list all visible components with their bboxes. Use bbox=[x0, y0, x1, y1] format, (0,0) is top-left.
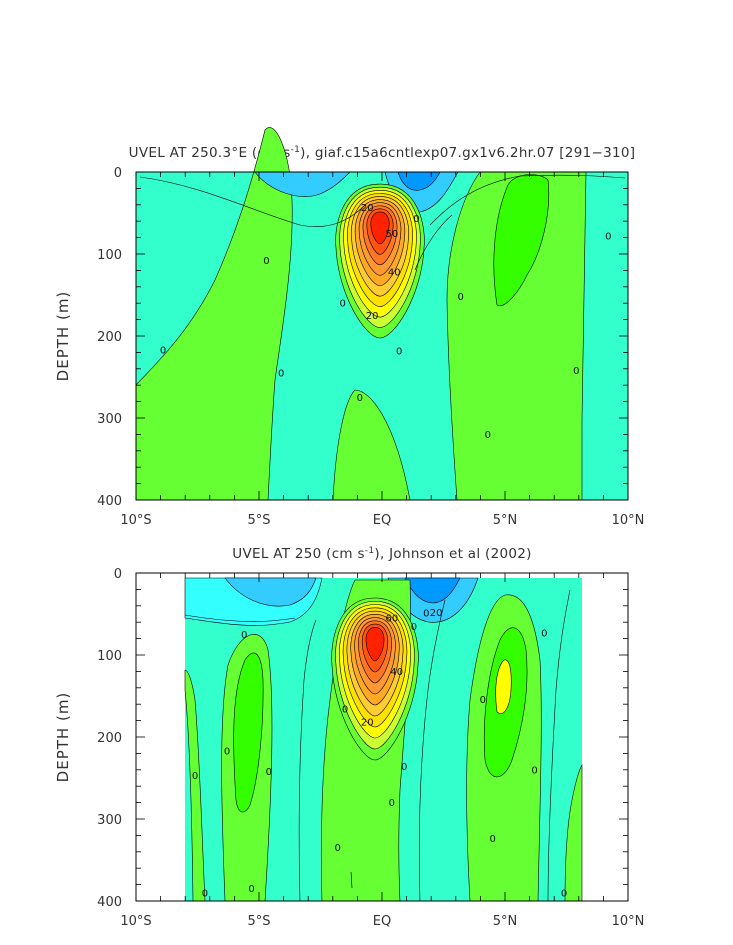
contour-line bbox=[418, 599, 446, 902]
panel-observed-section: UVEL AT 250 (cm s-1), Johnson et al (200… bbox=[54, 546, 644, 929]
x-tick-label: 5°S bbox=[247, 914, 270, 929]
y-tick-label: 100 bbox=[97, 248, 122, 263]
contour-label: 0 bbox=[423, 609, 429, 620]
x-tick-label: EQ bbox=[373, 914, 391, 929]
x-tick-label: EQ bbox=[373, 513, 391, 528]
contour-label: 50 bbox=[385, 229, 398, 240]
contour-label: 0 bbox=[490, 834, 496, 845]
y-tick-label: 300 bbox=[97, 412, 122, 427]
contour-label: 0 bbox=[339, 299, 345, 310]
contour-label: 0 bbox=[263, 256, 269, 267]
y-tick-label: 100 bbox=[97, 649, 122, 664]
contour-label: 0 bbox=[605, 231, 611, 242]
contour-label: 0 bbox=[342, 705, 348, 716]
contour-fill-west-positive-b-core bbox=[233, 652, 264, 813]
contour-fill-surface-negative-east-core bbox=[404, 577, 461, 604]
contour-field bbox=[135, 127, 628, 501]
contour-line bbox=[139, 176, 366, 227]
contour-fill-west-positive bbox=[135, 127, 293, 501]
y-tick-label: 300 bbox=[97, 813, 122, 828]
y-tick-label: 0 bbox=[114, 166, 122, 181]
contour-label: 0 bbox=[202, 888, 208, 899]
y-tick-label: 200 bbox=[97, 330, 122, 345]
contour-label: 0 bbox=[224, 746, 230, 757]
contour-label: 0 bbox=[573, 366, 579, 377]
y-tick-label: 0 bbox=[114, 567, 122, 582]
contour-label: 0 bbox=[357, 393, 363, 404]
y-axis-label: DEPTH (m) bbox=[54, 692, 72, 783]
contour-line bbox=[429, 174, 626, 226]
contour-fill-bottom-positive bbox=[332, 389, 411, 501]
contour-fill-far-east-positive bbox=[564, 763, 583, 902]
contour-label: 0 bbox=[160, 345, 166, 356]
contour-label: 0 bbox=[561, 888, 567, 899]
contour-label: 20 bbox=[361, 203, 374, 214]
contour-label: 0 bbox=[411, 622, 417, 633]
x-tick-label: 5°N bbox=[493, 914, 518, 929]
y-axis-label: DEPTH (m) bbox=[54, 291, 72, 382]
contour-label: 0 bbox=[485, 430, 491, 441]
contour-label: 0 bbox=[241, 630, 247, 641]
contour-label: 0 bbox=[541, 628, 547, 639]
x-tick-label: 10°S bbox=[120, 914, 151, 929]
contour-label: 20 bbox=[361, 718, 374, 729]
x-tick-label: 5°N bbox=[493, 513, 518, 528]
contour-label: 0 bbox=[335, 843, 341, 854]
contour-label: 20 bbox=[366, 311, 379, 322]
contour-label: 40 bbox=[390, 667, 403, 678]
contour-label: 0 bbox=[389, 798, 395, 809]
contour-label: 0 bbox=[458, 292, 464, 303]
contour-label: 0 bbox=[401, 762, 407, 773]
x-tick-label: 10°S bbox=[120, 513, 151, 528]
contour-line bbox=[350, 871, 353, 889]
contour-fill-surface-negative-b-core bbox=[397, 171, 441, 191]
x-tick-label: 5°S bbox=[247, 513, 270, 528]
equatorial-undercurrent-jet bbox=[335, 183, 425, 339]
contour-line bbox=[298, 619, 317, 902]
y-tick-label: 400 bbox=[97, 494, 122, 509]
contour-label: 60 bbox=[385, 614, 398, 625]
contour-label: 0 bbox=[531, 765, 537, 776]
contour-label: 0 bbox=[413, 214, 419, 225]
contour-field bbox=[184, 577, 584, 903]
contour-label: 20 bbox=[430, 608, 443, 619]
contour-label: 0 bbox=[192, 771, 198, 782]
panel-title: UVEL AT 250.3°E (cm s-1), giaf.c15a6cntl… bbox=[129, 145, 636, 161]
equatorial-undercurrent-jet bbox=[331, 597, 419, 761]
y-tick-label: 400 bbox=[97, 895, 122, 910]
contour-label: 0 bbox=[396, 346, 402, 357]
contour-fill-surface-negative-core bbox=[224, 577, 317, 607]
contour-fill-east-positive-core bbox=[493, 174, 550, 307]
jet-contour-level-10 bbox=[365, 627, 385, 662]
contour-label: 0 bbox=[248, 884, 254, 895]
contour-fill-surface-negative-a bbox=[254, 171, 351, 197]
contour-label: 0 bbox=[480, 695, 486, 706]
jet-contour-level-10 bbox=[370, 211, 390, 245]
contour-fill-east-positive-peak bbox=[495, 659, 512, 714]
contour-label: 0 bbox=[266, 767, 272, 778]
contour-label: 40 bbox=[388, 268, 401, 279]
x-tick-label: 10°N bbox=[612, 914, 645, 929]
contour-line bbox=[547, 589, 571, 902]
contour-label: 0 bbox=[278, 368, 284, 379]
contour-fill-east-positive bbox=[446, 171, 587, 501]
panel-model-section: UVEL AT 250.3°E (cm s-1), giaf.c15a6cntl… bbox=[54, 127, 644, 528]
y-tick-label: 200 bbox=[97, 731, 122, 746]
x-tick-label: 10°N bbox=[612, 513, 645, 528]
contour-line bbox=[184, 614, 296, 622]
contour-labels: 0 0 0 0 0 0 0 0 0 0 0 20 20 40 50 bbox=[160, 203, 612, 441]
panel-title: UVEL AT 250 (cm s-1), Johnson et al (200… bbox=[232, 546, 531, 562]
contour-line bbox=[414, 214, 453, 271]
contour-fill-west-positive-a bbox=[184, 669, 206, 902]
